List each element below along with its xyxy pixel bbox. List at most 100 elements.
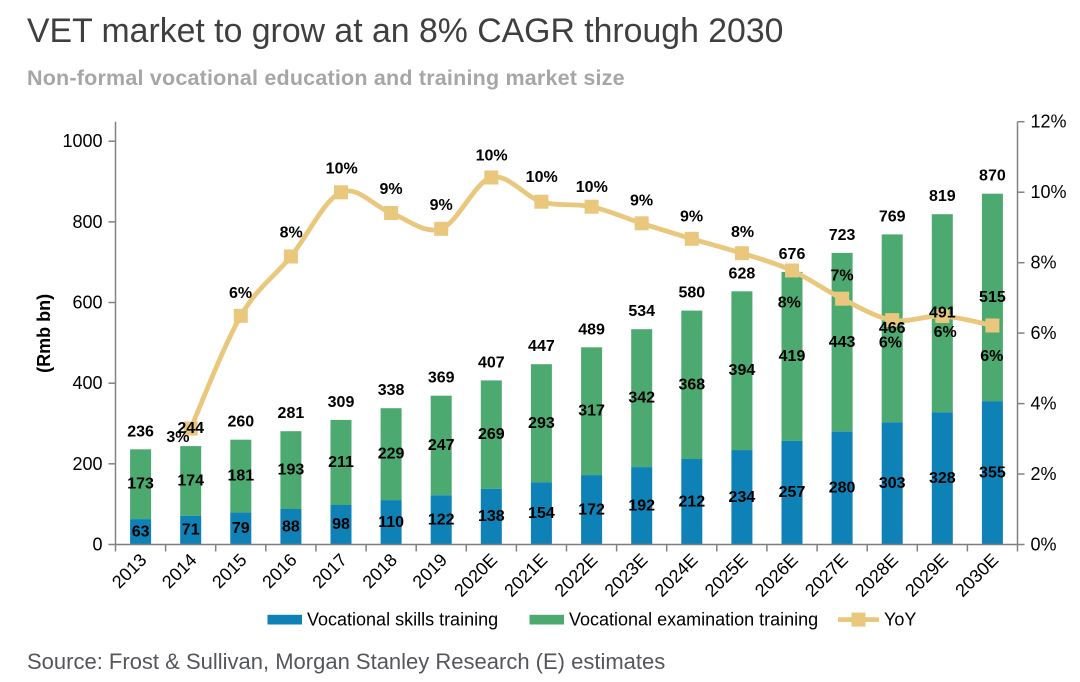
svg-text:2018: 2018	[359, 550, 401, 592]
svg-text:10%: 10%	[1031, 182, 1067, 202]
svg-text:368: 368	[678, 376, 705, 393]
svg-text:2028E: 2028E	[851, 550, 902, 601]
svg-text:407: 407	[478, 354, 505, 371]
svg-text:0%: 0%	[1031, 535, 1057, 555]
svg-text:181: 181	[227, 468, 254, 485]
svg-text:10%: 10%	[526, 169, 558, 186]
svg-text:211: 211	[328, 454, 354, 471]
svg-text:257: 257	[779, 484, 806, 501]
svg-text:6%: 6%	[980, 348, 1003, 365]
svg-text:394: 394	[729, 362, 756, 379]
svg-text:2023E: 2023E	[601, 550, 652, 601]
svg-text:174: 174	[177, 473, 204, 490]
svg-text:9%: 9%	[680, 209, 703, 226]
svg-text:7%: 7%	[830, 268, 853, 285]
svg-text:2030E: 2030E	[951, 550, 1002, 601]
svg-text:2021E: 2021E	[500, 550, 551, 601]
svg-text:369: 369	[428, 370, 455, 387]
svg-text:YoY: YoY	[884, 610, 916, 630]
svg-text:293: 293	[528, 415, 555, 432]
svg-text:2015: 2015	[208, 550, 250, 592]
svg-text:355: 355	[979, 464, 1006, 481]
svg-text:2025E: 2025E	[701, 550, 752, 601]
svg-text:317: 317	[578, 403, 605, 420]
svg-text:443: 443	[829, 334, 856, 351]
svg-text:2014: 2014	[158, 550, 200, 592]
svg-text:819: 819	[929, 188, 956, 205]
svg-text:3%: 3%	[166, 429, 189, 446]
svg-text:192: 192	[628, 497, 655, 514]
svg-text:88: 88	[282, 518, 300, 535]
svg-text:260: 260	[227, 414, 254, 431]
svg-text:200: 200	[72, 454, 102, 474]
svg-text:79: 79	[232, 520, 250, 537]
svg-text:328: 328	[929, 470, 956, 487]
svg-text:269: 269	[478, 426, 505, 443]
svg-text:447: 447	[528, 338, 555, 355]
svg-text:Vocational skills training: Vocational skills training	[307, 610, 498, 630]
svg-text:515: 515	[979, 289, 1006, 306]
svg-text:600: 600	[72, 293, 102, 313]
svg-text:280: 280	[829, 480, 856, 497]
svg-text:2024E: 2024E	[651, 550, 702, 601]
svg-text:12%: 12%	[1031, 112, 1067, 132]
svg-text:8%: 8%	[1031, 253, 1057, 273]
svg-text:2020E: 2020E	[450, 550, 501, 601]
svg-text:229: 229	[378, 446, 405, 463]
svg-text:400: 400	[72, 373, 102, 393]
svg-text:8%: 8%	[731, 224, 754, 241]
svg-text:628: 628	[729, 265, 756, 282]
svg-text:2029E: 2029E	[901, 550, 952, 601]
svg-text:309: 309	[328, 394, 355, 411]
svg-text:2026E: 2026E	[751, 550, 802, 601]
svg-text:534: 534	[628, 303, 655, 320]
svg-text:6%: 6%	[229, 285, 252, 302]
svg-text:8%: 8%	[280, 225, 303, 242]
svg-text:6%: 6%	[934, 324, 957, 341]
svg-text:10%: 10%	[326, 161, 358, 178]
svg-text:10%: 10%	[576, 179, 608, 196]
svg-text:9%: 9%	[630, 193, 653, 210]
svg-text:8%: 8%	[778, 295, 801, 312]
svg-text:173: 173	[127, 476, 154, 493]
svg-text:138: 138	[478, 508, 505, 525]
svg-text:6%: 6%	[1031, 323, 1057, 343]
svg-text:466: 466	[879, 320, 906, 337]
svg-text:71: 71	[182, 522, 200, 539]
svg-text:2022E: 2022E	[551, 550, 602, 601]
svg-text:2016: 2016	[258, 550, 300, 592]
svg-text:9%: 9%	[430, 197, 453, 214]
svg-text:110: 110	[378, 514, 404, 531]
svg-text:172: 172	[578, 501, 605, 518]
svg-text:193: 193	[278, 462, 305, 479]
svg-text:419: 419	[779, 348, 806, 365]
svg-text:122: 122	[428, 511, 455, 528]
svg-text:Vocational examination trainin: Vocational examination training	[569, 610, 818, 630]
svg-text:10%: 10%	[476, 148, 508, 165]
svg-text:236: 236	[127, 423, 154, 440]
svg-text:342: 342	[628, 390, 655, 407]
svg-text:676: 676	[779, 246, 806, 263]
svg-text:2027E: 2027E	[801, 550, 852, 601]
svg-text:212: 212	[678, 493, 705, 510]
svg-text:769: 769	[879, 208, 906, 225]
svg-text:234: 234	[729, 489, 756, 506]
svg-text:244: 244	[177, 420, 204, 437]
svg-text:98: 98	[332, 516, 350, 533]
svg-text:2019: 2019	[409, 550, 451, 592]
svg-text:2013: 2013	[108, 550, 150, 592]
svg-text:154: 154	[528, 505, 555, 522]
svg-text:800: 800	[72, 212, 102, 232]
svg-text:338: 338	[378, 382, 405, 399]
svg-text:489: 489	[578, 321, 605, 338]
svg-text:2017: 2017	[308, 550, 350, 592]
svg-text:247: 247	[428, 437, 455, 454]
svg-text:4%: 4%	[1031, 394, 1057, 414]
svg-text:723: 723	[829, 227, 856, 244]
svg-text:281: 281	[278, 405, 305, 422]
svg-text:2%: 2%	[1031, 464, 1057, 484]
svg-text:491: 491	[929, 305, 956, 322]
svg-text:870: 870	[979, 168, 1006, 185]
svg-text:6%: 6%	[879, 334, 902, 351]
svg-text:1000: 1000	[62, 131, 102, 151]
